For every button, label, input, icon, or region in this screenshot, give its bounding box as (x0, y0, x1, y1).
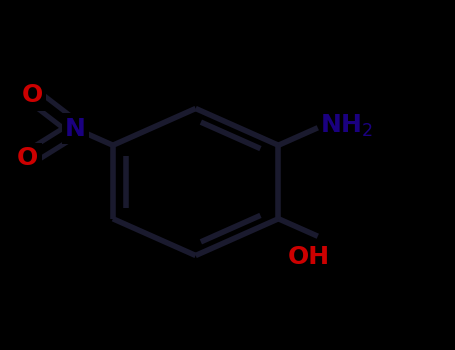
Text: O: O (17, 146, 38, 170)
Text: N: N (65, 117, 86, 141)
Text: NH$_2$: NH$_2$ (320, 113, 373, 139)
Text: OH: OH (288, 245, 330, 269)
Text: O: O (22, 83, 43, 107)
